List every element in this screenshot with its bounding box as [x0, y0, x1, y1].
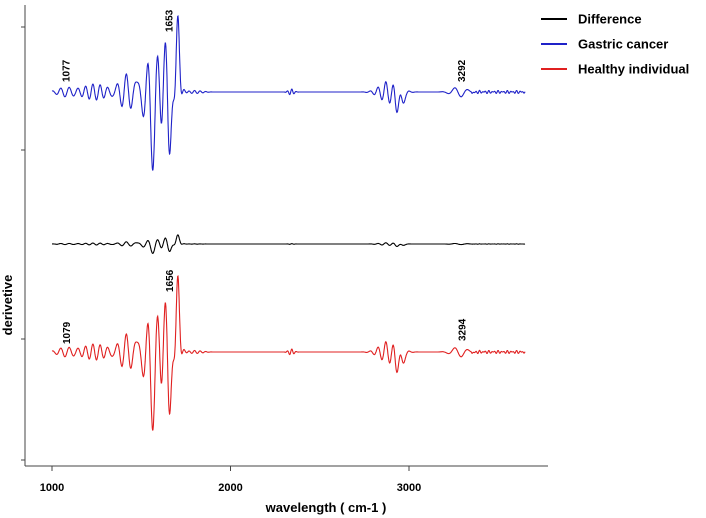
- x-tick-label: 3000: [397, 482, 421, 494]
- legend-label: Gastric cancer: [578, 37, 668, 52]
- series-line-gastric-cancer: [51, 15, 526, 171]
- peak-label: 3292: [457, 59, 468, 82]
- series-line-healthy-individual: [51, 275, 526, 431]
- legend-label: Healthy individual: [578, 62, 689, 77]
- x-ticks: 1000 2000 3000: [40, 466, 421, 494]
- peak-label: 1653: [165, 9, 176, 32]
- legend: Difference Gastric cancer Healthy individu…: [541, 12, 689, 77]
- peak-annotations: 1077 1653 3292 1079 1656 3294: [62, 9, 469, 344]
- curves: [51, 15, 526, 431]
- legend-label: Difference: [578, 12, 642, 27]
- x-tick-label: 1000: [40, 482, 64, 494]
- peak-label: 1656: [165, 269, 176, 292]
- y-axis-title: derivetive: [0, 275, 15, 336]
- x-axis-title: wavelength ( cm-1 ): [265, 500, 387, 515]
- axes: [21, 5, 548, 467]
- peak-label: 1079: [62, 321, 73, 344]
- x-tick-label: 2000: [218, 482, 242, 494]
- peak-label: 1077: [62, 59, 73, 82]
- peak-label: 3294: [458, 318, 469, 341]
- series-line-difference: [52, 234, 526, 255]
